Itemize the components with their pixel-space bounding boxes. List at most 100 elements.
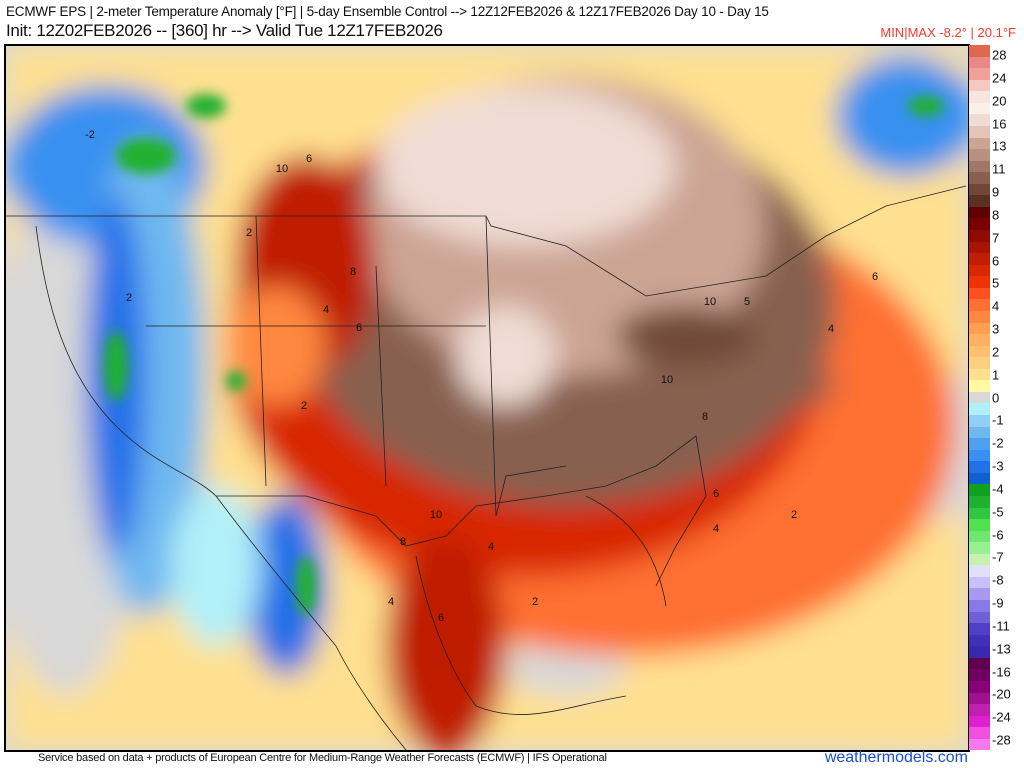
legend-tick-label: 13	[992, 138, 1007, 154]
legend-swatch	[969, 253, 990, 265]
legend-swatch	[969, 368, 990, 381]
legend-swatch	[969, 206, 990, 219]
legend-swatch	[969, 195, 990, 207]
legend-swatch	[969, 484, 990, 496]
contour-label: 4	[827, 323, 835, 335]
legend-swatch	[969, 634, 990, 647]
legend-swatch	[969, 183, 990, 196]
legend-swatch	[969, 542, 990, 554]
legend-swatch	[969, 507, 990, 520]
contour-label: 4	[487, 541, 495, 553]
legend-swatch	[969, 137, 990, 150]
legend-swatch	[969, 380, 990, 392]
legend-swatch	[969, 299, 990, 311]
legend-tick-label: -2	[992, 435, 1004, 451]
legend-tick-label: 2	[992, 344, 1000, 360]
contour-label: 4	[387, 596, 395, 608]
contour-label: 2	[790, 509, 798, 521]
legend-swatch	[969, 334, 990, 346]
legend-swatch	[969, 576, 990, 589]
legend-swatch	[969, 669, 990, 681]
color-scale-legend	[969, 45, 990, 751]
legend-swatch	[969, 553, 990, 566]
legend-swatch	[969, 680, 990, 693]
legend-swatch	[969, 623, 990, 635]
contour-label: 6	[437, 612, 445, 624]
legend-tick-label: -24	[992, 709, 1011, 725]
legend-swatch	[969, 611, 990, 624]
contour-label: 8	[399, 536, 407, 548]
legend-tick-label: -11	[992, 618, 1010, 634]
legend-swatch	[969, 692, 990, 705]
legend-swatch	[969, 125, 990, 138]
legend-swatch	[969, 715, 990, 728]
boundaries	[6, 185, 967, 750]
legend-swatch	[969, 68, 990, 80]
legend-tick-label: 24	[992, 70, 1007, 86]
min-max-readout: MIN|MAX -8.2° | 20.1°F	[880, 25, 1016, 40]
legend-tick-label: -1	[992, 412, 1004, 428]
legend-swatch	[969, 345, 990, 358]
legend-swatch	[969, 241, 990, 254]
legend-swatch	[969, 45, 990, 57]
legend-swatch	[969, 600, 990, 612]
legend-swatch	[969, 391, 990, 404]
contour-label: 4	[322, 304, 330, 316]
legend-tick-label: -5	[992, 504, 1004, 520]
legend-swatch	[969, 738, 990, 751]
legend-swatch	[969, 449, 990, 462]
contour-label: 2	[125, 292, 133, 304]
legend-swatch	[969, 218, 990, 230]
contour-label: 6	[871, 271, 879, 283]
contour-label: 2	[531, 596, 539, 608]
data-credit: Service based on data + products of Euro…	[38, 752, 607, 764]
legend-swatch	[969, 415, 990, 427]
chart-title: ECMWF EPS | 2-meter Temperature Anomaly …	[6, 4, 769, 19]
legend-tick-label: 7	[992, 230, 1000, 246]
legend-tick-label: -28	[992, 732, 1011, 748]
legend-tick-label: -7	[992, 549, 1004, 565]
legend-swatch	[969, 657, 990, 670]
legend-tick-label: -20	[992, 686, 1011, 702]
brand-link[interactable]: weathermodels.com	[824, 749, 968, 766]
contour-label: 10	[660, 374, 674, 386]
legend-tick-label: 0	[992, 390, 1000, 405]
legend-swatch	[969, 322, 990, 335]
legend-swatch	[969, 565, 990, 577]
legend-tick-label: -16	[992, 664, 1011, 679]
legend-swatch	[969, 276, 990, 288]
legend-tick-label: -6	[992, 527, 1004, 542]
legend-swatch	[969, 310, 990, 323]
legend-tick-label: -3	[992, 458, 1004, 474]
legend-swatch	[969, 91, 990, 103]
legend-swatch	[969, 519, 990, 531]
legend-swatch	[969, 357, 990, 369]
legend-tick-label: 1	[992, 367, 1000, 383]
legend-swatch	[969, 149, 990, 161]
contour-label: 2	[245, 227, 253, 239]
legend-swatch	[969, 79, 990, 92]
legend-swatch	[969, 403, 990, 415]
legend-swatch	[969, 704, 990, 716]
contour-label: 10	[429, 509, 443, 521]
legend-swatch	[969, 102, 990, 115]
contour-label: 5	[743, 296, 751, 308]
contour-label: 8	[349, 266, 357, 278]
legend-swatch	[969, 530, 990, 543]
legend-swatch	[969, 287, 990, 300]
legend-tick-label: 4	[992, 298, 1000, 314]
legend-swatch	[969, 426, 990, 439]
legend-swatch	[969, 646, 990, 658]
legend-tick-label: 6	[992, 253, 1000, 268]
contour-label: 2	[300, 400, 308, 412]
legend-tick-label: 11	[992, 161, 1006, 177]
legend-swatch	[969, 56, 990, 69]
legend-tick-label: 5	[992, 275, 1000, 291]
legend-swatch	[969, 230, 990, 242]
contour-label: 4	[712, 523, 720, 535]
legend-tick-label: 9	[992, 184, 1000, 200]
temperature-anomaly-map[interactable]: -2 10 6 2 8 4 6 2 2 10 5 6 4 10 8 6 4 2 …	[4, 44, 970, 752]
legend-swatch	[969, 438, 990, 450]
contour-label: 6	[712, 488, 720, 500]
legend-swatch	[969, 172, 990, 184]
